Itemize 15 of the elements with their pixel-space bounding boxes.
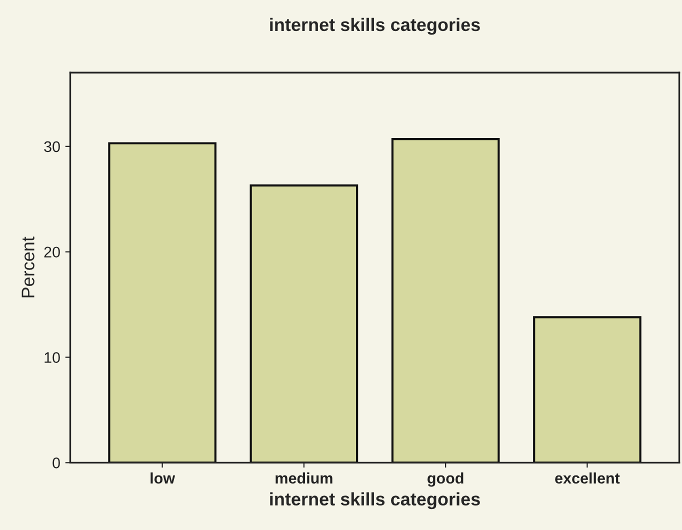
x-axis-title: internet skills categories [270, 492, 480, 510]
bar [250, 184, 358, 463]
x-tick-label: medium [276, 472, 332, 484]
x-tick-label: low [150, 472, 176, 484]
bar [391, 138, 500, 463]
y-tick-label: 10 [44, 352, 60, 363]
y-tick-label: 30 [44, 141, 60, 152]
bar [108, 142, 216, 463]
bar [533, 316, 642, 463]
x-tick-label: good [428, 472, 464, 487]
y-tick-label: 0 [52, 458, 60, 468]
y-axis-title: Percent [22, 236, 34, 298]
x-tick-label: excellent [555, 472, 620, 484]
chart-title: internet skills categories [270, 18, 480, 35]
y-tick-label: 20 [44, 246, 60, 258]
